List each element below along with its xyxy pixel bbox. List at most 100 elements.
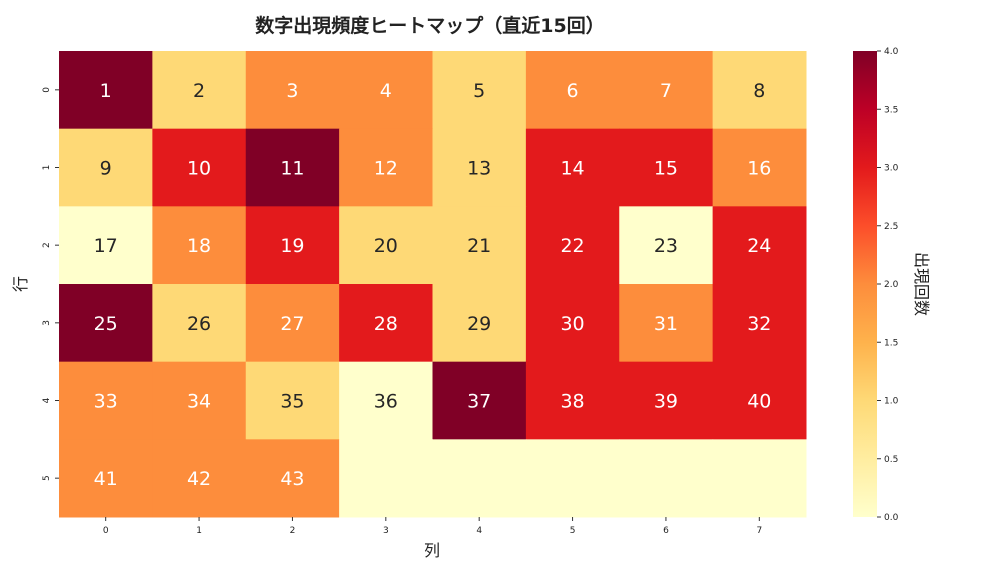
cell-annotation: 20 — [374, 235, 398, 257]
heatmap-cell — [152, 361, 247, 440]
heatmap-cell — [712, 439, 807, 518]
heatmap-cell — [525, 439, 620, 518]
x-tick-label: 6 — [663, 526, 669, 536]
x-axis-label: 列 — [424, 541, 440, 560]
y-tick-label: 3 — [42, 320, 52, 326]
heatmap-cell — [525, 361, 620, 440]
heatmap-cell — [152, 51, 247, 130]
heatmap-cell — [525, 284, 620, 363]
heatmap-cell — [59, 361, 153, 440]
colorbar-tick-label: 2.5 — [884, 222, 898, 232]
cell-annotation: 15 — [654, 158, 678, 180]
cell-annotation: 16 — [747, 158, 771, 180]
heatmap-cell — [525, 128, 620, 207]
heatmap-cell — [432, 439, 527, 518]
cell-annotation: 21 — [467, 235, 491, 257]
x-tick-label: 4 — [476, 526, 482, 536]
y-tick-label: 2 — [42, 242, 52, 248]
heatmap-cell — [432, 128, 527, 207]
x-tick-label: 0 — [103, 526, 109, 536]
cell-annotation: 36 — [374, 391, 398, 413]
cell-annotation: 6 — [567, 80, 579, 102]
heatmap-cell — [525, 206, 620, 285]
cell-annotation: 23 — [654, 235, 678, 257]
cell-annotation: 17 — [94, 235, 118, 257]
cell-annotation: 22 — [560, 235, 584, 257]
cell-annotation: 4 — [380, 80, 392, 102]
heatmap-cell — [525, 51, 620, 130]
cell-annotation: 1 — [100, 80, 112, 102]
cell-annotation: 37 — [467, 391, 491, 413]
cell-annotation: 14 — [560, 158, 584, 180]
heatmap-cell — [339, 206, 433, 285]
cell-annotation: 9 — [100, 158, 112, 180]
heatmap-cell — [245, 128, 340, 207]
cell-annotation: 3 — [286, 80, 298, 102]
y-tick-label: 0 — [42, 87, 52, 93]
cell-annotation: 38 — [560, 391, 584, 413]
heatmap-cell — [245, 439, 340, 518]
y-tick-label: 1 — [42, 165, 52, 171]
heatmap-cell — [152, 284, 247, 363]
colorbar-tick-label: 3.0 — [884, 164, 899, 174]
heatmap-cell — [152, 128, 247, 207]
cell-annotation: 8 — [753, 80, 765, 102]
heatmap-cell — [432, 284, 527, 363]
heatmap-cell — [619, 361, 714, 440]
heatmap-cell — [339, 284, 433, 363]
heatmap-cell — [432, 206, 527, 285]
heatmap-cell — [152, 206, 247, 285]
heatmap-cell — [245, 361, 340, 440]
heatmap-cell — [619, 51, 714, 130]
cell-annotation: 30 — [560, 313, 584, 335]
colorbar-tick-label: 4.0 — [884, 47, 899, 57]
x-tick-label: 5 — [570, 526, 576, 536]
cell-annotation: 42 — [187, 468, 211, 490]
heatmap-cell — [432, 51, 527, 130]
heatmap-cell — [339, 128, 433, 207]
y-axis-label: 行 — [11, 276, 30, 292]
cell-annotation: 24 — [747, 235, 771, 257]
cell-annotation: 35 — [280, 391, 304, 413]
cell-annotation: 32 — [747, 313, 771, 335]
heatmap-cell — [432, 361, 527, 440]
heatmap-cell — [619, 439, 714, 518]
cell-annotation: 19 — [280, 235, 304, 257]
cell-annotation: 34 — [187, 391, 211, 413]
cell-annotation: 18 — [187, 235, 211, 257]
cell-annotation: 27 — [280, 313, 304, 335]
heatmap-cell — [59, 51, 153, 130]
x-tick-label: 7 — [756, 526, 762, 536]
cell-annotation: 41 — [94, 468, 118, 490]
heatmap-cell — [712, 128, 807, 207]
cell-annotation: 5 — [473, 80, 485, 102]
cell-annotation: 29 — [467, 313, 491, 335]
chart-title: 数字出現頻度ヒートマップ（直近15回） — [255, 14, 604, 37]
heatmap-cell — [339, 361, 433, 440]
heatmap-cell — [245, 206, 340, 285]
heatmap-cell — [59, 284, 153, 363]
y-tick-label: 4 — [42, 397, 52, 403]
heatmap-cell — [59, 128, 153, 207]
cell-annotation: 26 — [187, 313, 211, 335]
heatmap-cell — [712, 51, 807, 130]
cell-annotation: 13 — [467, 158, 491, 180]
colorbar-tick-label: 2.0 — [884, 280, 899, 290]
colorbar-tick-label: 3.5 — [884, 105, 898, 115]
cell-annotation: 39 — [654, 391, 678, 413]
colorbar-label: 出現回数 — [912, 252, 931, 316]
colorbar-tick-label: 1.5 — [884, 338, 898, 348]
x-tick-label: 3 — [383, 526, 389, 536]
heatmap-cell — [712, 284, 807, 363]
cell-annotation: 25 — [94, 313, 118, 335]
heatmap-cell — [619, 206, 714, 285]
cell-annotation: 7 — [660, 80, 672, 102]
heatmap-cell — [339, 51, 433, 130]
colorbar-tick-label: 1.0 — [884, 397, 899, 407]
cell-annotation: 40 — [747, 391, 771, 413]
colorbar — [853, 51, 877, 517]
heatmap-cell — [712, 206, 807, 285]
heatmap-cell — [245, 51, 340, 130]
